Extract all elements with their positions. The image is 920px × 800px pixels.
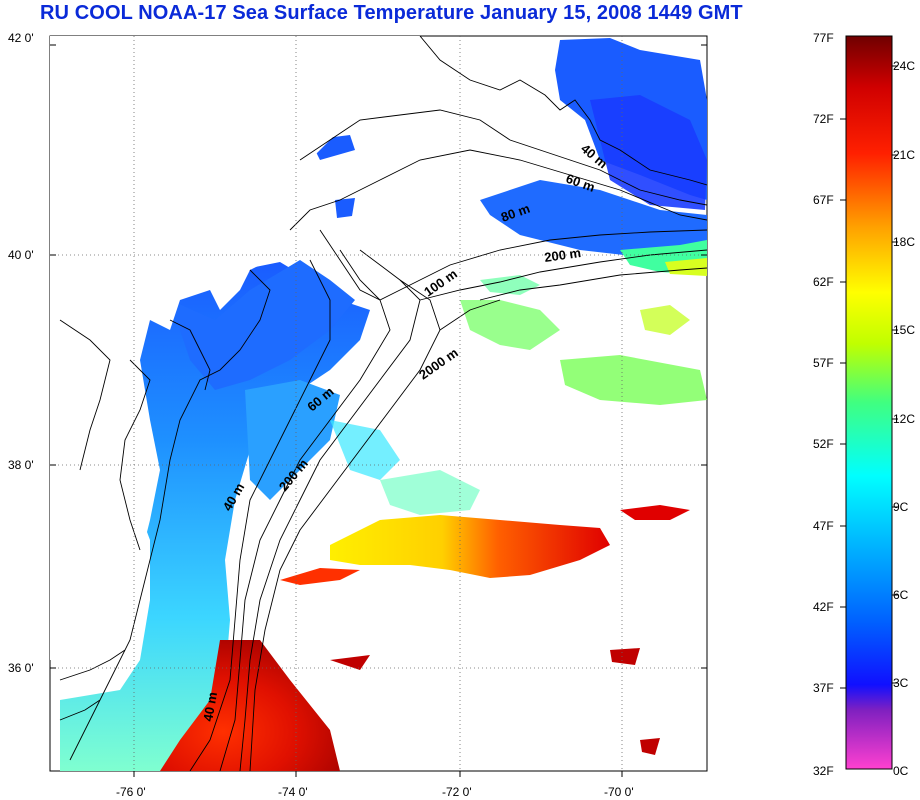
lon-label-76: -76 0'	[116, 785, 146, 799]
lon-label-70: -70 0'	[604, 785, 634, 799]
colorbar-label-32f: 32F	[813, 764, 834, 778]
colorbar-label-0c: 0C	[893, 764, 909, 778]
sst-field	[50, 36, 707, 771]
colorbar-label-62f: 62F	[813, 275, 834, 289]
temperature-colorbar: 77F 72F 67F 62F 57F 52F 47F 42F 37F 32F …	[813, 31, 915, 778]
colorbar-label-3c: 3C	[893, 676, 909, 690]
colorbar-label-12c: 12C	[893, 412, 915, 426]
colorbar-scale	[845, 35, 893, 770]
colorbar-label-57f: 57F	[813, 356, 834, 370]
cold-water-georges	[480, 180, 707, 258]
map-title: RU COOL NOAA-17 Sea Surface Temperature …	[40, 2, 743, 24]
colorbar-ticks	[840, 65, 898, 689]
colorbar-label-47f: 47F	[813, 519, 834, 533]
lon-label-74: -74 0'	[278, 785, 308, 799]
colorbar-label-42f: 42F	[813, 600, 834, 614]
lat-label-36: 36 0'	[8, 661, 34, 675]
colorbar-label-67f: 67F	[813, 193, 834, 207]
colorbar-label-77f: 77F	[813, 31, 834, 45]
land-mass	[50, 36, 430, 600]
isobath-label-200m-north: 200 m	[543, 245, 582, 265]
lon-label-72: -72 0'	[442, 785, 472, 799]
map-panel: 42 0' 40 0' 38 0' 36 0' -76 0' -74 0' -7…	[8, 31, 708, 799]
colorbar-label-24c: 24C	[893, 59, 915, 73]
isobath-label-40m-south: 40 m	[200, 691, 220, 723]
graticule	[50, 36, 707, 771]
lat-label-42: 42 0'	[8, 31, 34, 45]
colorbar-label-15c: 15C	[893, 323, 915, 337]
colorbar-label-52f: 52F	[813, 437, 834, 451]
colorbar-label-18c: 18C	[893, 235, 915, 249]
coastline-and-isobaths	[59, 36, 707, 771]
colorbar-label-72f: 72F	[813, 112, 834, 126]
gulf-stream-filament	[330, 515, 610, 578]
colorbar-label-9c: 9C	[893, 500, 909, 514]
colorbar-label-37f: 37F	[813, 681, 834, 695]
lat-label-40: 40 0'	[8, 248, 34, 262]
lat-label-38: 38 0'	[8, 458, 34, 472]
axis-ticks	[50, 44, 707, 777]
gulf-stream-core	[160, 640, 340, 771]
colorbar-label-6c: 6C	[893, 588, 909, 602]
colorbar-label-21c: 21C	[893, 148, 915, 162]
